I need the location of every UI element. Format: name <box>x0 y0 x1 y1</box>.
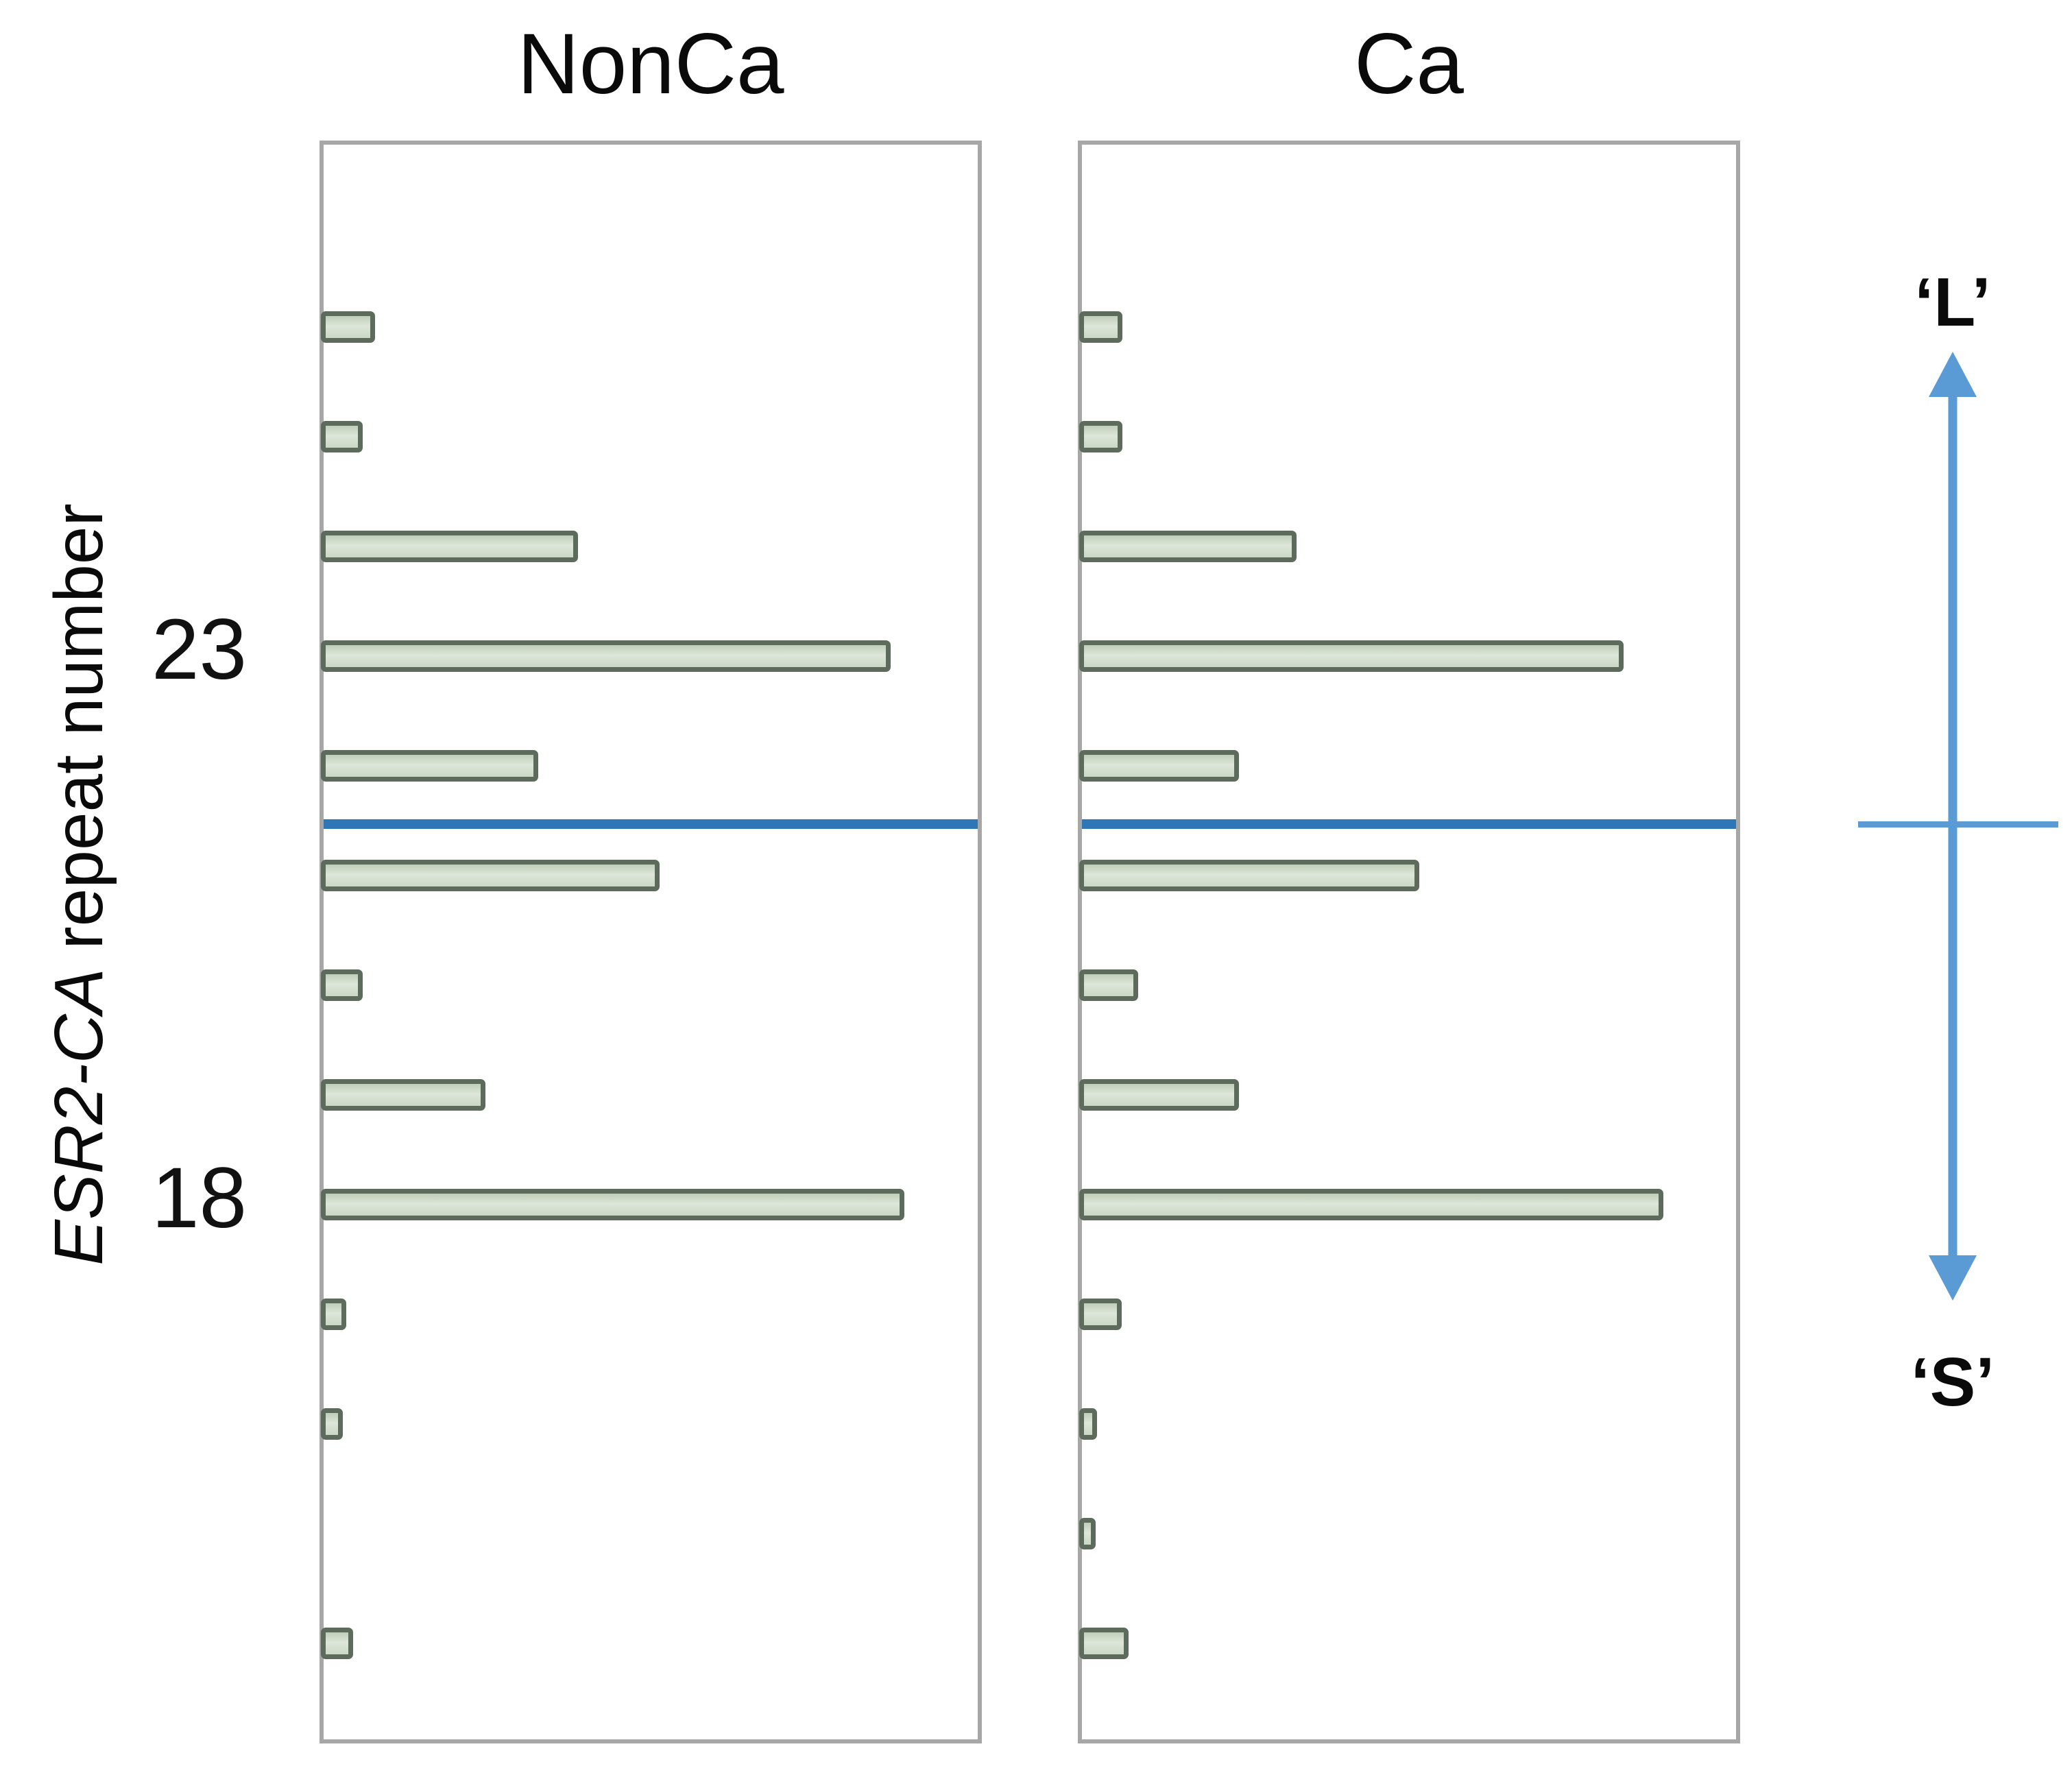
bar-nonca-repeat-22 <box>321 750 538 782</box>
bar-nonca-repeat-17 <box>321 1299 346 1330</box>
panel-title-ca: Ca <box>1354 16 1464 112</box>
bar-ca-repeat-20 <box>1079 969 1138 1001</box>
bar-nonca-repeat-24 <box>321 531 578 562</box>
bar-ca-repeat-23 <box>1079 640 1624 672</box>
bar-nonca-repeat-23 <box>321 640 891 672</box>
short-allele-label: ‘S’ <box>1910 1344 1995 1421</box>
cutoff-dash-icon <box>1858 821 2058 828</box>
panel-nonca <box>320 141 982 1743</box>
bar-ca-repeat-25 <box>1079 421 1122 452</box>
bar-ca-repeat-15 <box>1079 1518 1096 1549</box>
bar-ca-repeat-19 <box>1079 1079 1239 1111</box>
bar-nonca-repeat-26 <box>321 311 375 343</box>
cutoff-line-ca <box>1082 819 1736 829</box>
bar-nonca-repeat-20 <box>321 969 363 1001</box>
bar-nonca-repeat-21 <box>321 860 660 891</box>
bar-ca-repeat-17 <box>1079 1299 1122 1330</box>
bar-nonca-repeat-16 <box>321 1408 343 1440</box>
cutoff-line-nonca <box>324 819 978 829</box>
bar-ca-repeat-16 <box>1079 1408 1097 1440</box>
y-tick-18: 18 <box>151 1150 247 1246</box>
y-tick-23: 23 <box>151 602 247 697</box>
bar-ca-repeat-18 <box>1079 1189 1663 1220</box>
bar-ca-repeat-21 <box>1079 860 1419 891</box>
bar-nonca-repeat-14 <box>321 1628 353 1659</box>
y-axis-label-rest: repeat number <box>40 503 117 969</box>
bar-ca-repeat-24 <box>1079 531 1297 562</box>
bar-ca-repeat-14 <box>1079 1628 1129 1659</box>
panel-title-nonca: NonCa <box>517 16 784 112</box>
bar-nonca-repeat-19 <box>321 1079 485 1111</box>
bar-nonca-repeat-18 <box>321 1189 904 1220</box>
long-allele-label: ‘L’ <box>1914 264 1991 341</box>
bar-ca-repeat-22 <box>1079 750 1239 782</box>
bar-nonca-repeat-25 <box>321 421 363 452</box>
panel-ca <box>1078 141 1740 1743</box>
bar-ca-repeat-26 <box>1079 311 1122 343</box>
